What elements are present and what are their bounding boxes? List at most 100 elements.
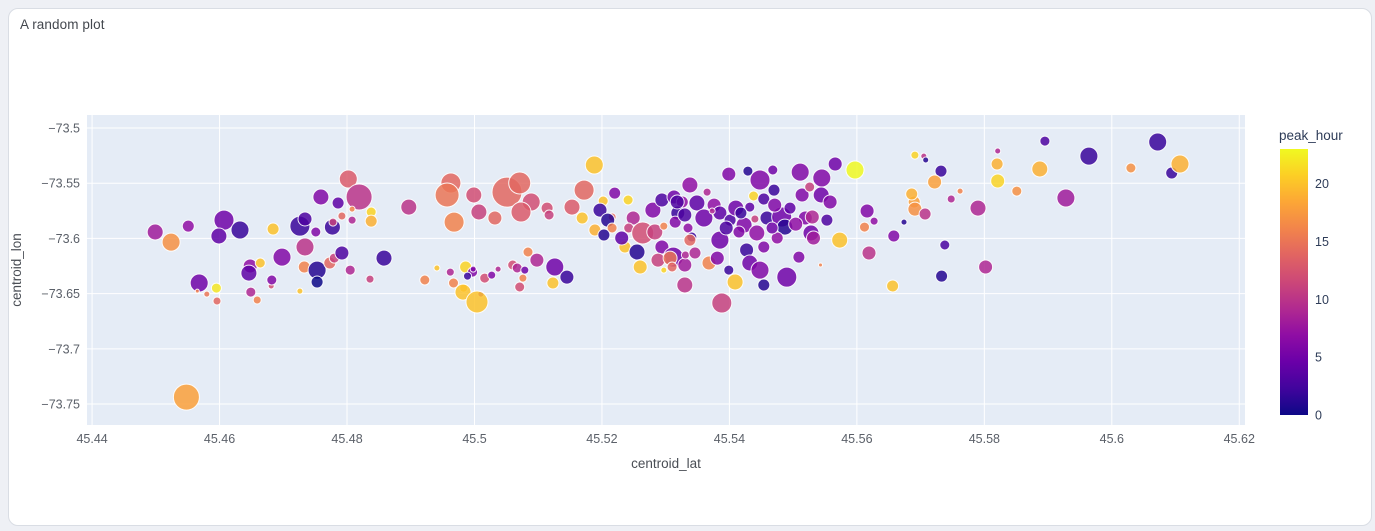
scatter-point[interactable] xyxy=(861,245,877,261)
scatter-point[interactable] xyxy=(608,186,622,200)
scatter-point[interactable] xyxy=(732,225,746,239)
scatter-point[interactable] xyxy=(708,207,716,215)
scatter-point[interactable] xyxy=(859,221,870,233)
scatter-point[interactable] xyxy=(240,264,258,282)
scatter-point[interactable] xyxy=(520,265,530,275)
scatter-point[interactable] xyxy=(677,207,693,223)
scatter-point[interactable] xyxy=(790,162,810,182)
scatter-point[interactable] xyxy=(434,182,460,208)
scatter-point[interactable] xyxy=(845,160,865,180)
scatter-point[interactable] xyxy=(296,287,304,295)
scatter-point[interactable] xyxy=(210,282,222,294)
scatter-point[interactable] xyxy=(575,211,589,225)
scatter-point[interactable] xyxy=(748,190,760,202)
scatter-point[interactable] xyxy=(266,274,278,286)
scatter-point[interactable] xyxy=(694,208,714,228)
scatter-point[interactable] xyxy=(1056,188,1076,208)
scatter-point[interactable] xyxy=(1148,132,1168,152)
scatter-point[interactable] xyxy=(806,230,821,246)
scatter-point[interactable] xyxy=(375,249,393,267)
scatter-point[interactable] xyxy=(252,295,262,305)
scatter-point[interactable] xyxy=(514,281,526,293)
scatter-point[interactable] xyxy=(748,224,766,242)
scatter-point[interactable] xyxy=(445,267,455,277)
scatter-point[interactable] xyxy=(266,222,280,236)
scatter-point[interactable] xyxy=(887,229,901,243)
scatter-point[interactable] xyxy=(338,169,358,189)
scatter-point[interactable] xyxy=(592,202,608,218)
scatter-point[interactable] xyxy=(1125,162,1137,174)
scatter-point[interactable] xyxy=(310,275,324,289)
scatter-point[interactable] xyxy=(783,201,797,215)
scatter-point[interactable] xyxy=(465,186,483,204)
scatter-point[interactable] xyxy=(194,288,200,294)
scatter-point[interactable] xyxy=(348,205,356,213)
scatter-point[interactable] xyxy=(632,259,648,275)
scatter-point[interactable] xyxy=(804,181,816,193)
scatter-point[interactable] xyxy=(210,227,228,245)
scatter-point[interactable] xyxy=(910,150,920,160)
scatter-point[interactable] xyxy=(212,296,222,306)
scatter-point[interactable] xyxy=(597,228,611,242)
scatter-point[interactable] xyxy=(886,279,900,293)
scatter-point[interactable] xyxy=(337,211,347,221)
scatter-point[interactable] xyxy=(1031,160,1049,178)
scatter-point[interactable] xyxy=(956,187,964,195)
scatter-point[interactable] xyxy=(510,201,532,223)
scatter-point[interactable] xyxy=(927,174,943,190)
scatter-point[interactable] xyxy=(465,290,489,314)
scatter-point[interactable] xyxy=(443,211,465,233)
scatter-point[interactable] xyxy=(688,194,706,212)
scatter-point[interactable] xyxy=(757,240,771,254)
scatter-point[interactable] xyxy=(946,194,956,204)
scatter-point[interactable] xyxy=(659,221,669,231)
scatter-point[interactable] xyxy=(328,217,338,227)
scatter-point[interactable] xyxy=(900,218,908,226)
scatter-point[interactable] xyxy=(563,198,581,216)
scatter-point[interactable] xyxy=(463,271,472,281)
scatter-point[interactable] xyxy=(1079,146,1099,166)
scatter-point[interactable] xyxy=(978,259,994,275)
scatter-point[interactable] xyxy=(508,171,532,195)
scatter-point[interactable] xyxy=(767,183,781,197)
scatter-point[interactable] xyxy=(683,233,697,247)
scatter-point[interactable] xyxy=(709,250,725,266)
scatter-point[interactable] xyxy=(522,246,534,258)
scatter-point[interactable] xyxy=(711,292,733,314)
scatter-point[interactable] xyxy=(454,283,472,301)
scatter-point[interactable] xyxy=(918,207,932,221)
scatter-point[interactable] xyxy=(347,215,357,225)
scatter-point[interactable] xyxy=(584,155,604,175)
scatter-point[interactable] xyxy=(295,237,315,257)
scatter-point[interactable] xyxy=(433,264,441,272)
scatter-point[interactable] xyxy=(1011,185,1023,197)
scatter-point[interactable] xyxy=(312,188,330,206)
scatter-point[interactable] xyxy=(310,226,322,238)
scatter-point[interactable] xyxy=(723,264,735,276)
scatter-point[interactable] xyxy=(1170,154,1190,174)
scatter-point[interactable] xyxy=(804,209,820,225)
scatter-point[interactable] xyxy=(272,247,292,267)
scatter-point[interactable] xyxy=(969,199,987,217)
scatter-point[interactable] xyxy=(827,156,843,172)
scatter-point[interactable] xyxy=(628,243,646,261)
scatter-point[interactable] xyxy=(935,269,949,283)
scatter-point[interactable] xyxy=(331,196,345,210)
scatter-point[interactable] xyxy=(680,250,690,260)
scatter-point[interactable] xyxy=(146,223,164,241)
scatter-point[interactable] xyxy=(189,273,209,293)
scatter-point[interactable] xyxy=(718,220,734,236)
scatter-point[interactable] xyxy=(1039,135,1051,147)
scatter-point[interactable] xyxy=(172,383,200,411)
scatter-point[interactable] xyxy=(487,210,503,226)
scatter-point[interactable] xyxy=(934,164,948,178)
scatter-point[interactable] xyxy=(487,270,497,280)
scatter-point[interactable] xyxy=(820,213,834,227)
scatter-point[interactable] xyxy=(646,223,664,241)
scatter-point[interactable] xyxy=(682,222,694,234)
scatter-point[interactable] xyxy=(812,168,832,188)
scatter-point[interactable] xyxy=(230,220,250,240)
scatter-point[interactable] xyxy=(676,276,694,294)
scatter-point[interactable] xyxy=(767,164,779,176)
scatter-point[interactable] xyxy=(546,276,560,290)
